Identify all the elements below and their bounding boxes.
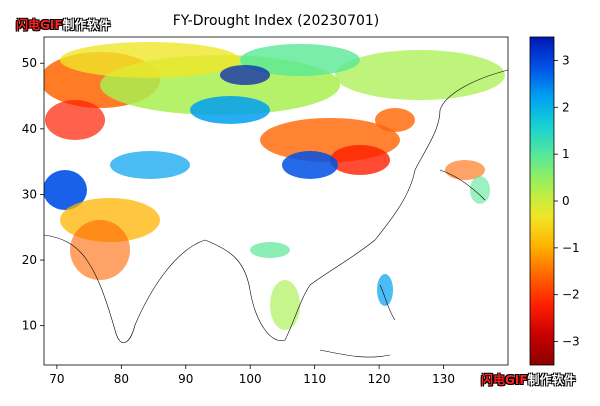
lon-tick-label: 80 — [114, 372, 129, 386]
colorbar-tick-label: −2 — [562, 288, 580, 302]
colorbar-tick-label: −3 — [562, 335, 580, 349]
lat-tick-label: 30 — [22, 187, 37, 201]
colorbar-tick-label: 1 — [562, 147, 570, 161]
drought-index-field — [44, 42, 505, 330]
colorbar-scale — [530, 37, 554, 365]
lat-tick-label: 20 — [22, 253, 37, 267]
colorbar: 3 2 1 0 −1 −2 −3 — [529, 36, 580, 366]
coastline-borders — [44, 69, 508, 358]
lon-tick-label: 70 — [49, 372, 64, 386]
colorbar-tick-label: −1 — [562, 241, 580, 255]
colorbar-tick-label: 3 — [562, 53, 570, 67]
watermark-top: 闪电GIF制作软件 — [16, 18, 111, 32]
lat-tick-label: 10 — [22, 319, 37, 333]
lat-tick-label: 40 — [22, 122, 37, 136]
latitude-axis: 10 20 30 40 50 — [22, 56, 44, 333]
longitude-axis: 70 80 90 100 110 120 130 — [49, 365, 455, 386]
watermark-bottom: 闪电GIF制作软件 — [481, 373, 576, 387]
colorbar-ticks: 3 2 1 0 −1 −2 −3 — [554, 53, 580, 349]
map-frame — [43, 36, 509, 366]
map-title: FY-Drought Index (20230701) — [172, 13, 380, 29]
lon-tick-label: 110 — [303, 372, 326, 386]
lon-tick-label: 100 — [239, 372, 262, 386]
colorbar-tick-label: 2 — [562, 100, 570, 114]
lon-tick-label: 90 — [178, 372, 193, 386]
colorbar-tick-label: 0 — [562, 194, 570, 208]
lon-tick-label: 130 — [432, 372, 455, 386]
lon-tick-label: 120 — [368, 372, 391, 386]
lat-tick-label: 50 — [22, 56, 37, 70]
